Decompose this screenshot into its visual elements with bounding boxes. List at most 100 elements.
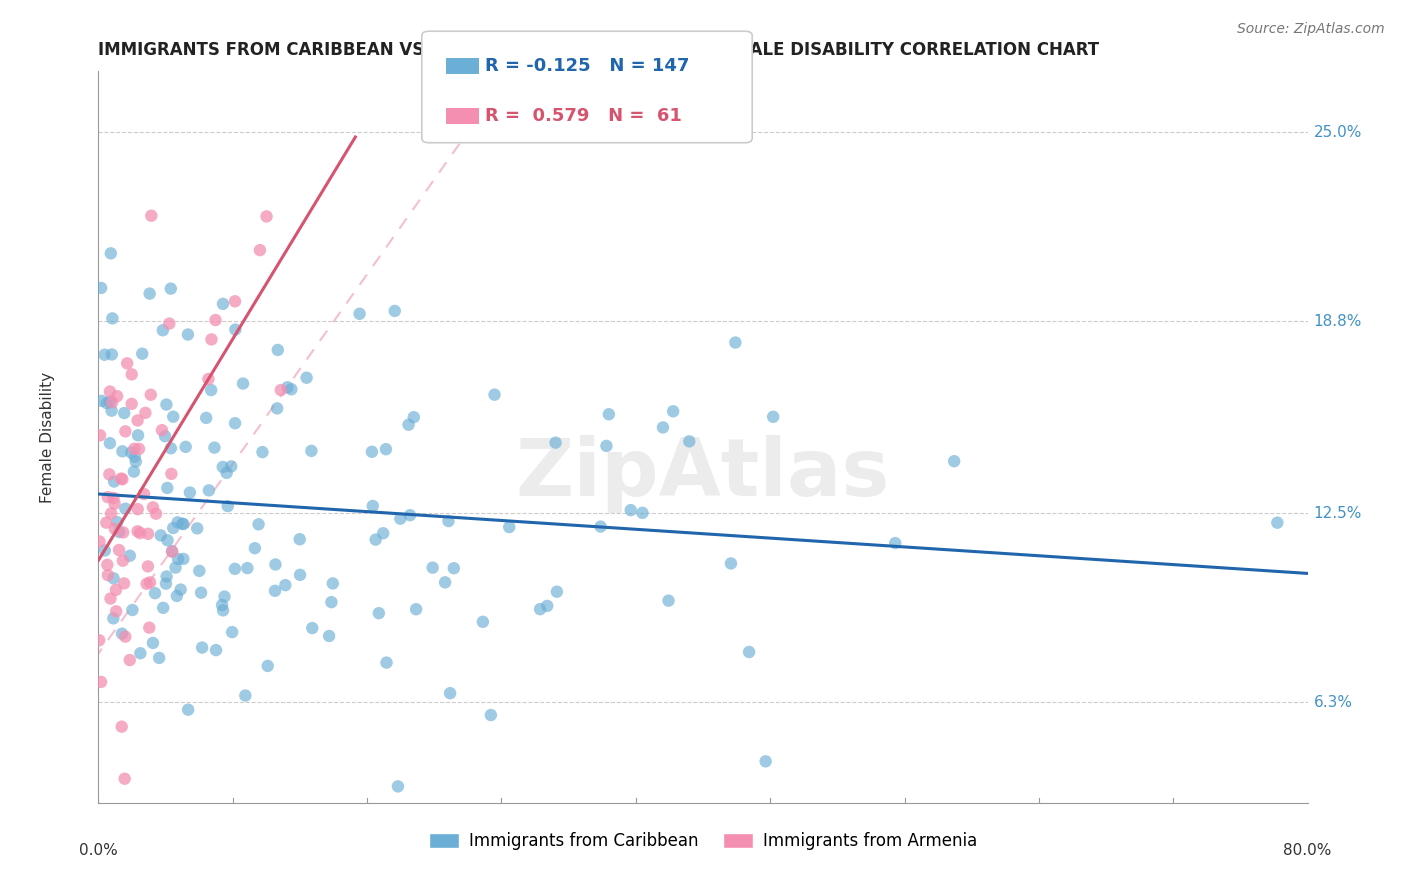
Point (89, 428, 111, 442)
Point (122, 465, 145, 479)
Point (215, 466, 238, 480)
Point (108, 543, 131, 558)
Point (498, 520, 520, 534)
Point (98, 394, 121, 409)
Point (361, 445, 384, 459)
Point (114, 630, 136, 644)
Point (631, 506, 654, 520)
Point (139, 388, 162, 402)
Text: R = -0.125   N = 147: R = -0.125 N = 147 (485, 57, 689, 76)
Point (387, 780, 409, 794)
Point (169, 582, 191, 597)
Point (103, 475, 125, 489)
Point (166, 516, 188, 530)
Point (125, 454, 148, 468)
Text: 6.3%: 6.3% (1313, 695, 1353, 710)
Point (120, 445, 142, 459)
Point (434, 575, 457, 590)
Point (678, 434, 700, 449)
Point (589, 519, 612, 533)
Point (96, 396, 118, 410)
Point (167, 552, 190, 566)
Point (1267, 516, 1289, 530)
Point (111, 444, 134, 458)
Point (148, 651, 170, 665)
Point (217, 499, 239, 513)
Point (373, 526, 395, 541)
Point (142, 636, 165, 650)
Point (153, 429, 176, 443)
Point (212, 297, 235, 311)
Point (103, 611, 125, 625)
Point (720, 557, 742, 571)
Point (104, 522, 127, 536)
Point (546, 584, 568, 599)
Point (135, 576, 157, 591)
Point (186, 521, 208, 535)
Point (172, 516, 194, 531)
Point (267, 343, 290, 357)
Point (115, 356, 138, 370)
Point (214, 590, 236, 604)
Point (301, 621, 323, 635)
Point (200, 333, 222, 347)
Text: ZipAtlas: ZipAtlas (516, 434, 890, 513)
Point (232, 376, 254, 391)
Point (479, 708, 502, 723)
Point (142, 500, 165, 515)
Point (266, 401, 288, 416)
Point (100, 507, 122, 521)
Point (103, 571, 125, 585)
Point (127, 524, 149, 539)
Point (264, 558, 287, 572)
Point (471, 615, 494, 629)
Point (155, 398, 177, 412)
Point (97, 490, 120, 504)
Point (156, 481, 179, 495)
Point (212, 603, 235, 617)
Point (112, 576, 135, 591)
Point (105, 515, 128, 529)
Point (104, 497, 127, 511)
Point (152, 600, 174, 615)
Point (221, 625, 243, 640)
Point (288, 533, 311, 547)
Point (364, 533, 387, 547)
Point (224, 416, 246, 430)
Point (172, 516, 194, 531)
Point (662, 404, 685, 418)
Point (97, 568, 120, 582)
Text: 18.8%: 18.8% (1313, 314, 1362, 329)
Point (101, 311, 124, 326)
Point (205, 643, 228, 657)
Point (124, 442, 146, 456)
Point (134, 406, 156, 420)
Point (162, 409, 184, 424)
Point (160, 545, 183, 559)
Point (211, 598, 233, 612)
Point (884, 536, 907, 550)
Point (127, 428, 149, 442)
Point (96, 558, 118, 572)
Point (224, 322, 246, 336)
Point (762, 409, 785, 424)
Point (136, 559, 159, 574)
Point (235, 689, 257, 703)
Point (224, 294, 246, 309)
Point (349, 307, 371, 321)
Point (100, 591, 122, 606)
Point (544, 435, 567, 450)
Point (114, 501, 136, 516)
Point (101, 395, 124, 409)
Point (132, 487, 155, 501)
Point (724, 335, 747, 350)
Point (138, 621, 160, 635)
Point (738, 645, 761, 659)
Point (322, 576, 344, 591)
Point (155, 569, 177, 583)
Point (367, 606, 389, 620)
Point (110, 471, 132, 485)
Point (204, 313, 226, 327)
Point (399, 508, 422, 523)
Point (389, 511, 412, 525)
